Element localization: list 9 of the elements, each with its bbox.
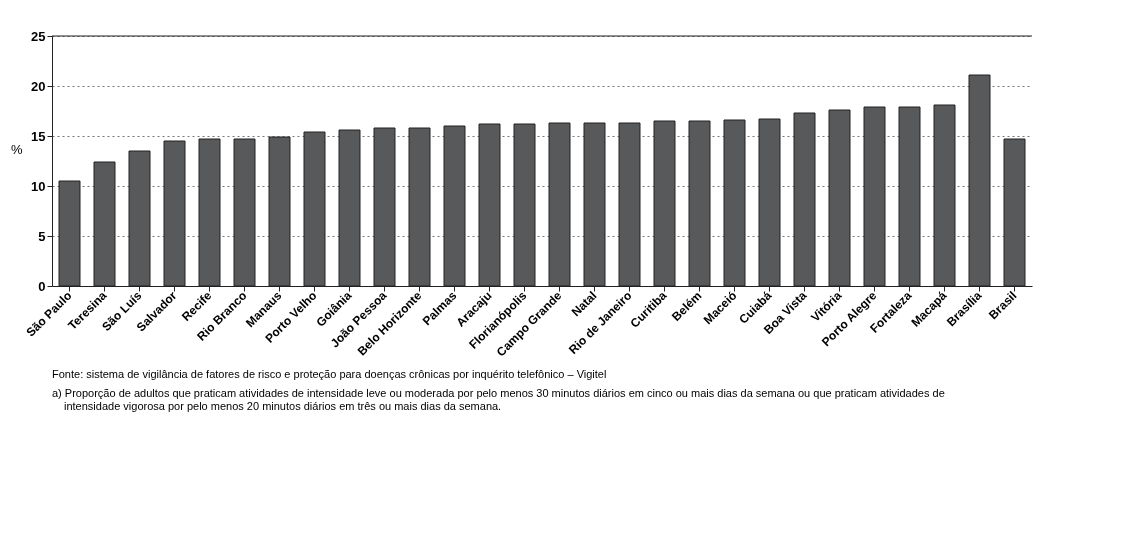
y-tick-label: 20 bbox=[31, 78, 46, 94]
y-tick-label: 25 bbox=[31, 28, 46, 44]
y-tick-label: 15 bbox=[31, 128, 46, 144]
text: a) Proporção de adultos que praticam atividades de intensidade leve ou moderada por pelo menos 30 minutos diários em cinco ou mais dias da semana ou que praticam atividades de intensidade vigorosa por pelo menos 20 minutos diários em três ou mais dias da semana. bbox=[52, 387, 945, 412]
y-tick-label: 0 bbox=[38, 278, 46, 294]
y-tick-label: 5 bbox=[38, 228, 46, 244]
y-tick-label: 10 bbox=[31, 178, 46, 194]
source-note: Fonte: sistema de vigilância de fatores de risco e proteção para doenças crônicas por inquérito telefônico – Vigitel bbox=[52, 368, 607, 380]
y-axis-title: % bbox=[10, 141, 23, 157]
